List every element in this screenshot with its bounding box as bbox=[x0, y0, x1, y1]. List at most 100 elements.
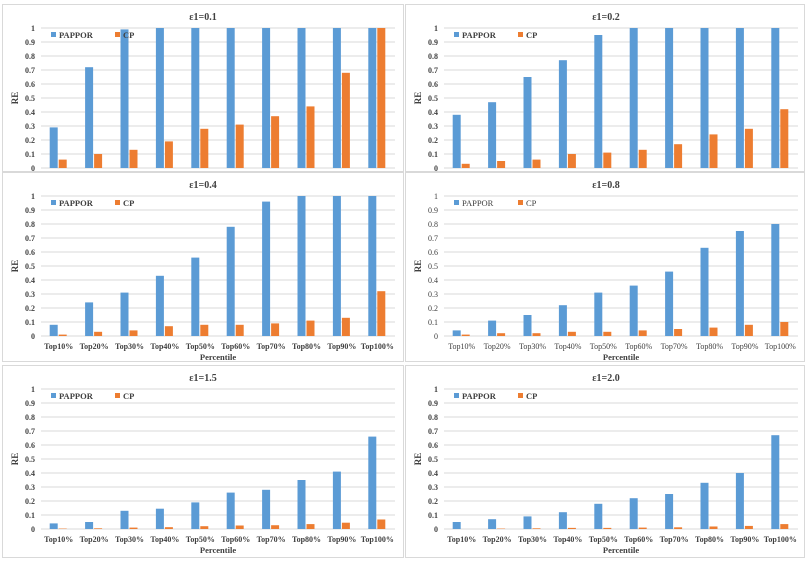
bar-pappor-top50pct bbox=[594, 292, 603, 336]
y-tick-label: 1 bbox=[434, 24, 438, 33]
x-tick-label: Top100% bbox=[765, 342, 796, 351]
legend-swatch-pappor bbox=[454, 200, 459, 205]
x-tick-label: Top10% bbox=[448, 342, 475, 351]
chart-title: ε1=0.2 bbox=[592, 12, 619, 23]
chart-svg: ε1=0.4 0 0.1 0.2 0.3 0.4 0.5 0.6 0.7 0.8 0.9 1 RE Top… bbox=[10, 180, 395, 362]
x-tick-label: Top80% bbox=[292, 342, 321, 351]
bar-cp-top80pct bbox=[709, 327, 718, 336]
bar-pappor-top80pct bbox=[297, 480, 306, 529]
y-tick-label: 0.8 bbox=[428, 220, 438, 229]
x-tick-label: Top100% bbox=[361, 535, 394, 544]
y-tick-label: 0.4 bbox=[25, 108, 35, 117]
bar-pappor-top30pct bbox=[120, 292, 129, 336]
legend-swatch-cp bbox=[518, 393, 523, 398]
bar-cp-top30pct bbox=[129, 527, 138, 529]
bar-pappor-top30pct bbox=[523, 77, 532, 168]
x-tick-label: Top20% bbox=[483, 535, 512, 544]
y-tick-label: 0 bbox=[434, 525, 438, 534]
bar-cp-top10pct bbox=[58, 159, 67, 168]
bar-pappor-top80pct bbox=[297, 28, 306, 168]
legend-label-cp: CP bbox=[123, 198, 134, 208]
y-tick-label: 0.7 bbox=[428, 234, 438, 243]
bar-cp-top80pct bbox=[306, 320, 315, 336]
chart-title: ε1=2.0 bbox=[592, 373, 619, 384]
legend-label-cp: CP bbox=[123, 391, 134, 401]
bar-cp-top80pct bbox=[709, 134, 718, 168]
legend-label-pappor: PAPPOR bbox=[59, 391, 94, 401]
bar-cp-top20pct bbox=[497, 161, 506, 168]
y-tick-label: 0.7 bbox=[25, 234, 35, 243]
bar-pappor-top10pct bbox=[49, 523, 58, 529]
chart-panel-eps-0.4: ε1=0.4 0 0.1 0.2 0.3 0.4 0.5 0.6 0.7 0.8 0.9 1 RE Top… bbox=[2, 172, 404, 362]
bar-pappor-top90pct bbox=[332, 196, 341, 336]
chart-svg: ε1=2.0 0 0.1 0.2 0.3 0.4 0.5 0.6 0.7 0.8 0.9 1 RE Top… bbox=[413, 373, 798, 555]
legend-swatch-pappor bbox=[51, 200, 56, 205]
x-axis-label: Percentile bbox=[603, 352, 639, 362]
bar-pappor-top10pct bbox=[452, 114, 461, 168]
y-tick-label: 0.9 bbox=[25, 206, 35, 215]
y-tick-label: 0.7 bbox=[25, 66, 35, 75]
y-tick-label: 0.6 bbox=[25, 441, 35, 450]
y-axis-label: RE bbox=[413, 92, 423, 105]
y-tick-label: 0.9 bbox=[428, 38, 438, 47]
y-tick-label: 0.7 bbox=[25, 427, 35, 436]
y-tick-label: 0.3 bbox=[25, 122, 35, 131]
bar-cp-top60pct bbox=[638, 330, 647, 336]
legend-swatch-pappor bbox=[454, 32, 459, 37]
y-tick-label: 1 bbox=[31, 192, 35, 201]
x-axis-label: Percentile bbox=[200, 352, 236, 362]
bar-cp-top100pct bbox=[377, 28, 386, 168]
y-tick-label: 0.6 bbox=[428, 441, 438, 450]
chart-title: ε1=0.4 bbox=[189, 180, 216, 191]
bar-pappor-top20pct bbox=[85, 522, 94, 529]
bar-pappor-top70pct bbox=[665, 28, 674, 168]
bar-pappor-top50pct bbox=[191, 257, 200, 336]
bar-pappor-top20pct bbox=[488, 519, 497, 529]
bar-cp-top50pct bbox=[200, 128, 209, 168]
bar-pappor-top20pct bbox=[488, 320, 497, 336]
y-tick-label: 0.1 bbox=[25, 318, 35, 327]
x-tick-label: Top40% bbox=[553, 535, 582, 544]
y-tick-label: 0.8 bbox=[25, 220, 35, 229]
y-tick-label: 0.8 bbox=[25, 52, 35, 61]
y-tick-label: 0.6 bbox=[25, 248, 35, 257]
bar-cp-top30pct bbox=[532, 159, 541, 168]
y-tick-label: 0.3 bbox=[428, 290, 438, 299]
bar-pappor-top50pct bbox=[191, 28, 200, 168]
bar-cp-top40pct bbox=[164, 141, 173, 168]
chart-title: ε1=1.5 bbox=[189, 373, 216, 384]
bar-pappor-top90pct bbox=[332, 28, 341, 168]
x-tick-label: Top80% bbox=[292, 535, 321, 544]
y-tick-label: 0.5 bbox=[25, 455, 35, 464]
bar-pappor-top60pct bbox=[226, 226, 235, 336]
x-tick-label: Top70% bbox=[661, 342, 688, 351]
bar-pappor-top60pct bbox=[629, 498, 638, 529]
y-tick-label: 1 bbox=[31, 24, 35, 33]
y-tick-label: 0.9 bbox=[25, 38, 35, 47]
legend-label-pappor: PAPPOR bbox=[59, 30, 94, 40]
bar-pappor-top20pct bbox=[488, 102, 497, 168]
y-tick-label: 0.7 bbox=[428, 427, 438, 436]
bar-pappor-top100pct bbox=[368, 436, 377, 529]
legend-label-cp: CP bbox=[526, 198, 537, 208]
bar-cp-top90pct bbox=[744, 525, 753, 529]
y-tick-label: 0 bbox=[31, 164, 35, 172]
bar-pappor-top80pct bbox=[700, 28, 709, 168]
legend-label-cp: CP bbox=[526, 30, 537, 40]
bar-pappor-top70pct bbox=[262, 489, 271, 529]
y-axis-label: RE bbox=[413, 453, 423, 466]
bar-cp-top100pct bbox=[377, 291, 386, 336]
bar-pappor-top60pct bbox=[629, 28, 638, 168]
bar-cp-top90pct bbox=[744, 128, 753, 168]
chart-svg: ε1=0.200.10.20.30.40.50.60.70.80.91RETop… bbox=[413, 12, 798, 171]
y-tick-label: 0.1 bbox=[25, 150, 35, 159]
bar-cp-top70pct bbox=[674, 144, 683, 168]
bar-cp-top20pct bbox=[94, 331, 103, 336]
bar-pappor-top90pct bbox=[735, 473, 744, 529]
x-tick-label: Top70% bbox=[660, 535, 689, 544]
legend-label-cp: CP bbox=[123, 30, 134, 40]
chart-svg: ε1=0.8 0 0.1 0.2 0.3 0.4 0.5 0.6 0.7 0.8 0.9 1 RE Top… bbox=[413, 180, 798, 362]
chart-panel-eps-2.0: ε1=2.0 0 0.1 0.2 0.3 0.4 0.5 0.6 0.7 0.8 0.9 1 RE Top… bbox=[405, 365, 805, 558]
bar-cp-top40pct bbox=[164, 527, 173, 529]
bar-cp-top100pct bbox=[780, 109, 789, 168]
